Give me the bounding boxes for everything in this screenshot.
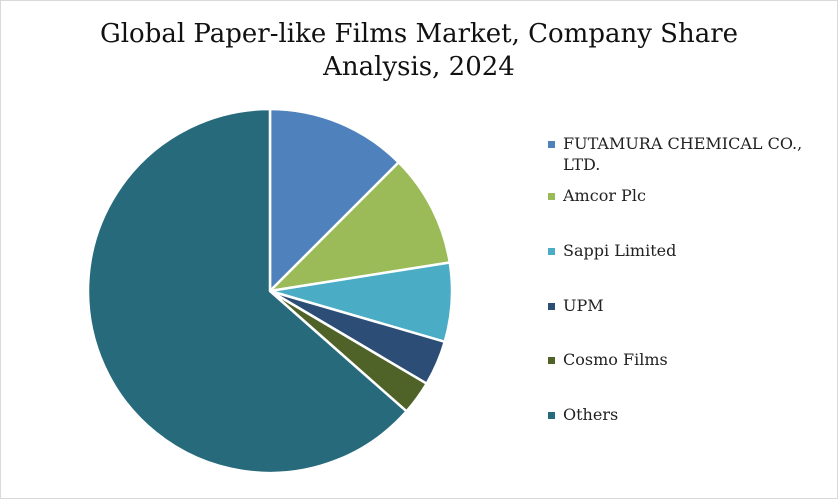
legend-item: Others [548, 404, 838, 425]
legend-item: Sappi Limited [548, 240, 838, 261]
legend-item: Cosmo Films [548, 349, 838, 370]
legend-label: FUTAMURA CHEMICAL CO., LTD. [563, 134, 803, 174]
legend-swatch [548, 141, 555, 148]
chart-title: Global Paper-like Films Market, Company … [0, 18, 838, 84]
legend-item: Amcor Plc [548, 185, 838, 206]
legend-label: UPM [563, 296, 604, 315]
legend-swatch [548, 303, 555, 310]
pie-slice-others [86, 107, 408, 475]
pie-chart [86, 107, 454, 475]
legend-label: Sappi Limited [563, 241, 677, 260]
legend-label: Cosmo Films [563, 350, 668, 369]
legend-item: UPM [548, 295, 838, 316]
legend-swatch [548, 357, 555, 364]
pie-slice-amcor-plc [268, 161, 452, 293]
legend-label: Amcor Plc [563, 186, 646, 205]
chart-title-line-2: Analysis, 2024 [323, 52, 515, 82]
pie-slice-futamura-chemical-co-ltd [268, 107, 400, 293]
legend-label: Others [563, 405, 619, 424]
legend-swatch [548, 193, 555, 200]
legend-swatch [548, 412, 555, 419]
legend-item: FUTAMURA CHEMICAL CO., LTD. [548, 133, 838, 175]
legend-swatch [548, 248, 555, 255]
chart-title-line-1: Global Paper-like Films Market, Company … [99, 19, 739, 49]
